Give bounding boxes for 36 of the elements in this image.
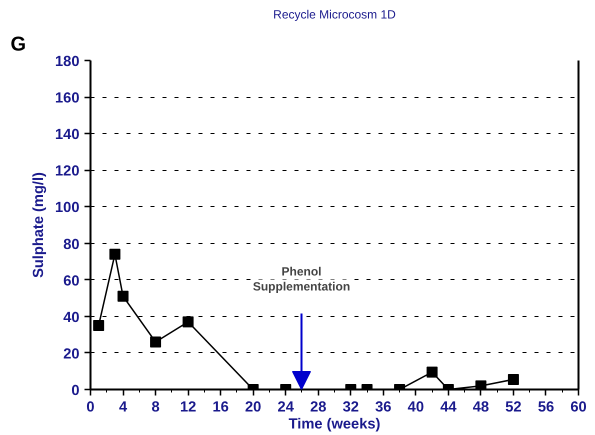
text: G [10,34,26,56]
x-tick-label: 28 [310,400,326,416]
x-tick-label: 4 [118,400,128,416]
y-tick-label: 60 [63,273,80,290]
x-tick-label: 48 [472,400,490,416]
point [93,320,104,332]
x-tick-label: 52 [505,400,522,416]
y-tick-label: 140 [55,127,80,144]
point [182,316,194,328]
x-tick-label: 12 [180,400,196,416]
x-tick-label: 36 [375,400,392,416]
x-axis-title: Time (weeks) [288,416,381,432]
x-tick-label: 20 [245,400,262,416]
y-tick-label: 20 [63,346,80,362]
chart-title: Recycle Microcosm 1D [273,8,396,22]
y-tick-label: 40 [63,310,80,326]
point [150,336,162,348]
x-tick-label: 32 [342,400,359,416]
x-tick-label: 24 [278,400,295,416]
y-tick-label: 80 [63,236,80,253]
y-tick-label: 100 [55,200,80,216]
x-tick-label: 56 [538,400,554,416]
y-axis-title: Sulphate (mg/l) [31,172,48,278]
x-tick-label: 40 [408,400,424,416]
y-tick-label: 180 [55,54,80,70]
annotation: Phenol Supplementation [252,264,350,294]
point [109,248,120,260]
y-tick-label: 120 [55,164,80,180]
x-tick-label: 0 [86,400,95,416]
y-tick-label: 160 [55,90,80,107]
x-tick-label: 44 [440,400,458,416]
y-tick-label: 0 [71,383,80,399]
x-tick-label: 16 [212,400,229,416]
x-tick-label: 60 [570,400,587,416]
point [118,290,129,302]
x-tick-label: 8 [151,400,160,416]
